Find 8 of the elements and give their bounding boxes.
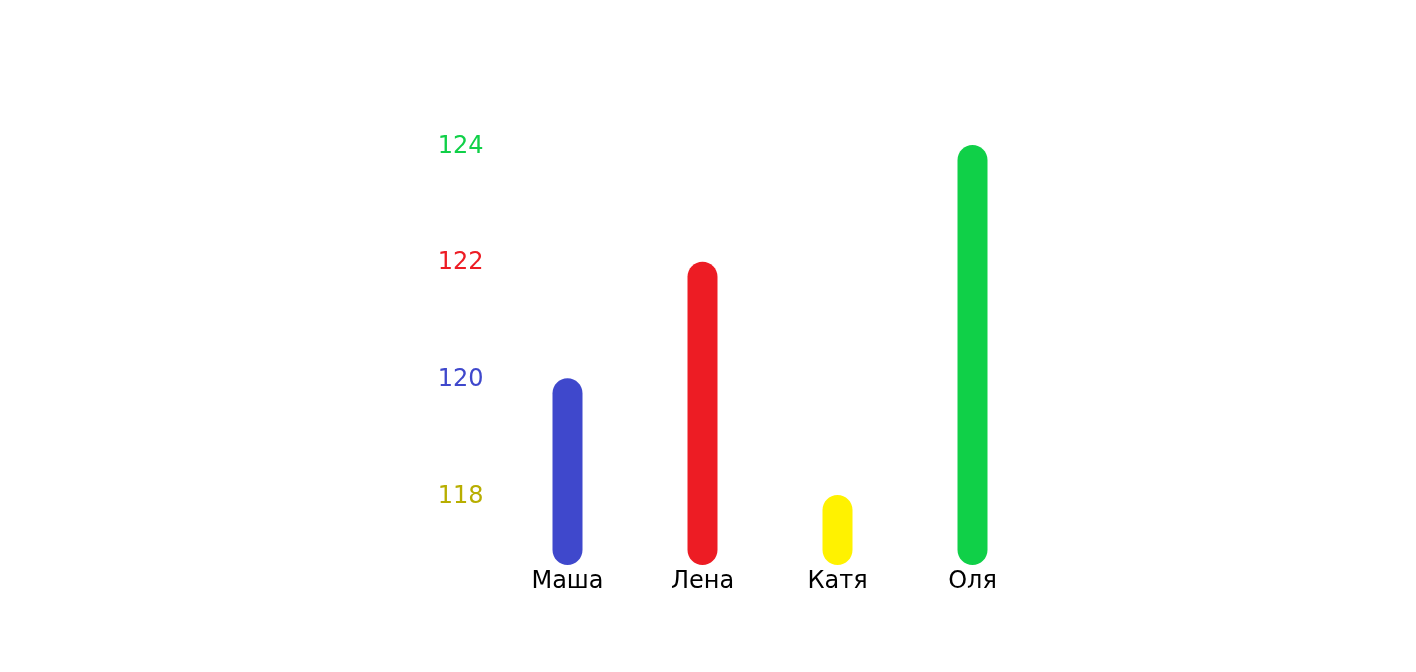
x-tick-label: Маша (531, 565, 604, 594)
y-tick-label: 124 (437, 130, 484, 159)
x-tick-label: Оля (948, 565, 997, 594)
y-tick-label: 120 (437, 363, 484, 392)
y-tick-label: 118 (437, 480, 484, 509)
y-tick-label: 122 (437, 247, 484, 276)
x-tick-label: Лена (670, 565, 735, 594)
x-tick-label: Катя (807, 565, 868, 594)
